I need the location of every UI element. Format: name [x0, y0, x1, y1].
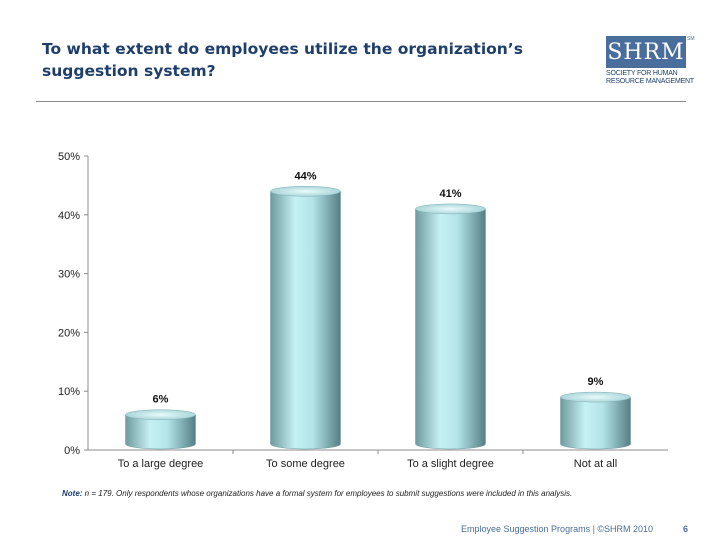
y-tick-label: 20% [58, 327, 80, 339]
logo-line-2: RESOURCE MANAGEMENT [606, 78, 694, 85]
footnote: Note: n = 179. Only respondents whose or… [62, 489, 572, 498]
shrm-logo: SHRM SM SOCIETY FOR HUMAN RESOURCE MANAG… [606, 36, 695, 88]
bar-top-4 [560, 391, 631, 403]
x-tick-label: To a slight degree [407, 458, 494, 470]
data-label-2: 44% [294, 170, 316, 182]
data-label-1: 6% [153, 394, 169, 406]
y-tick-label: 10% [58, 386, 80, 398]
y-tick-label: 30% [58, 269, 80, 281]
bar-3 [415, 208, 486, 450]
bar-1 [125, 414, 196, 450]
y-tick-label: 0% [64, 445, 80, 457]
footnote-label: Note: [62, 489, 83, 498]
bar-chart: 0% 10% 20% 30% 40% 50% 6% To a large degree 44%… [58, 151, 668, 470]
bar-top-3 [415, 203, 486, 215]
data-label-3: 41% [439, 188, 461, 200]
logo-trademark: SM [687, 36, 695, 42]
y-tick-label: 50% [58, 151, 80, 163]
footer-text: Employee Suggestion Programs | ©SHRM 201… [461, 524, 654, 534]
slide-title: To what extent do employees utilize the … [42, 40, 523, 80]
bar-4 [560, 396, 631, 450]
bar-top-1 [125, 409, 196, 420]
logo-box: SHRM [606, 36, 686, 68]
x-tick-label: To a large degree [118, 458, 204, 470]
logo-mark: SHRM [607, 39, 685, 65]
bar-2 [270, 191, 341, 450]
title-divider [36, 101, 686, 102]
x-tick-label: To some degree [266, 458, 345, 470]
y-tick-label: 40% [58, 210, 80, 222]
bar-top-2 [270, 186, 341, 197]
page-number: 6 [683, 524, 689, 534]
footnote-text: n = 179. Only respondents whose organiza… [82, 489, 573, 498]
logo-line-1: SOCIETY FOR HUMAN [606, 70, 678, 77]
x-tick-label: Not at all [574, 458, 617, 470]
data-label-4: 9% [588, 376, 604, 388]
